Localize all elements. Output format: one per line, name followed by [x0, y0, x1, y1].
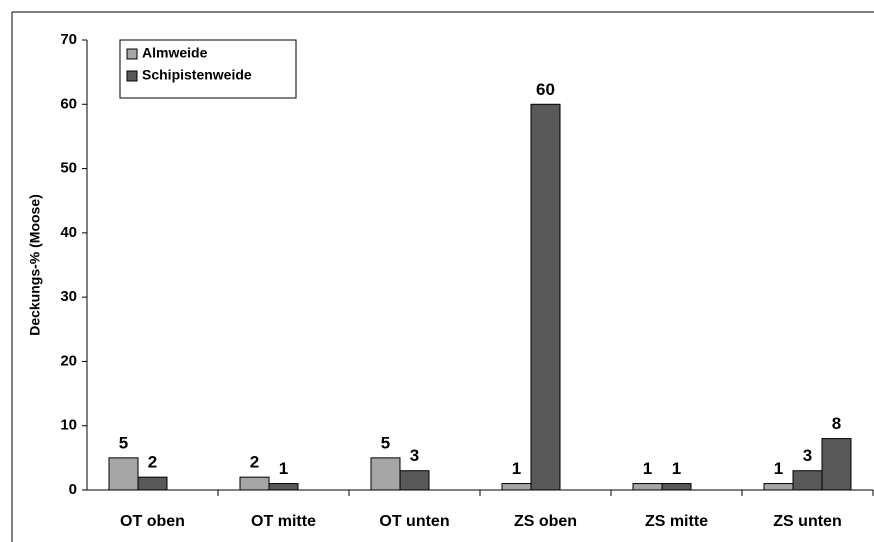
- bar: [530, 103, 561, 491]
- legend-label: Almweide: [142, 45, 208, 61]
- x-tick-label: OT oben: [120, 513, 185, 530]
- data-label: 8: [832, 414, 841, 433]
- x-tick-label: OT mitte: [251, 513, 316, 530]
- bar: [268, 483, 299, 491]
- bar: [239, 476, 270, 491]
- x-tick-label: OT unten: [379, 513, 449, 530]
- bar: [501, 483, 532, 491]
- data-label: 3: [803, 446, 812, 465]
- data-label: 2: [250, 453, 259, 472]
- bar: [370, 457, 401, 491]
- bar: [108, 457, 139, 491]
- data-label: 1: [643, 459, 652, 478]
- data-label: 5: [119, 433, 128, 452]
- bar: [821, 438, 852, 491]
- legend-label: Schipistenweide: [142, 67, 252, 83]
- data-label: 1: [512, 459, 521, 478]
- data-label: 1: [774, 459, 783, 478]
- legend-swatch: [126, 48, 138, 60]
- x-tick-label: ZS oben: [514, 513, 577, 530]
- data-label: 5: [381, 433, 390, 452]
- y-tick-label: 0: [69, 481, 77, 498]
- bar: [661, 483, 692, 491]
- bar: [763, 483, 794, 491]
- y-tick-label: 50: [60, 160, 77, 177]
- x-tick-label: ZS mitte: [645, 513, 708, 530]
- y-tick-label: 70: [60, 31, 77, 48]
- y-tick-label: 20: [60, 352, 77, 369]
- bar: [792, 470, 823, 491]
- x-tick-label: ZS unten: [773, 513, 841, 530]
- data-label: 1: [672, 459, 681, 478]
- y-tick-label: 10: [60, 417, 77, 434]
- legend-swatch: [126, 70, 138, 82]
- data-label: 2: [148, 453, 157, 472]
- y-tick-label: 30: [60, 288, 77, 305]
- bar: [399, 470, 430, 491]
- y-tick-label: 40: [60, 224, 77, 241]
- bar: [632, 483, 663, 491]
- legend-box: [119, 39, 297, 99]
- data-label: 60: [536, 80, 555, 99]
- data-label: 3: [410, 446, 419, 465]
- data-label: 1: [279, 459, 288, 478]
- y-tick-label: 60: [60, 95, 77, 112]
- bar: [137, 476, 168, 491]
- y-axis-label: Deckungs-% (Moose): [27, 194, 43, 336]
